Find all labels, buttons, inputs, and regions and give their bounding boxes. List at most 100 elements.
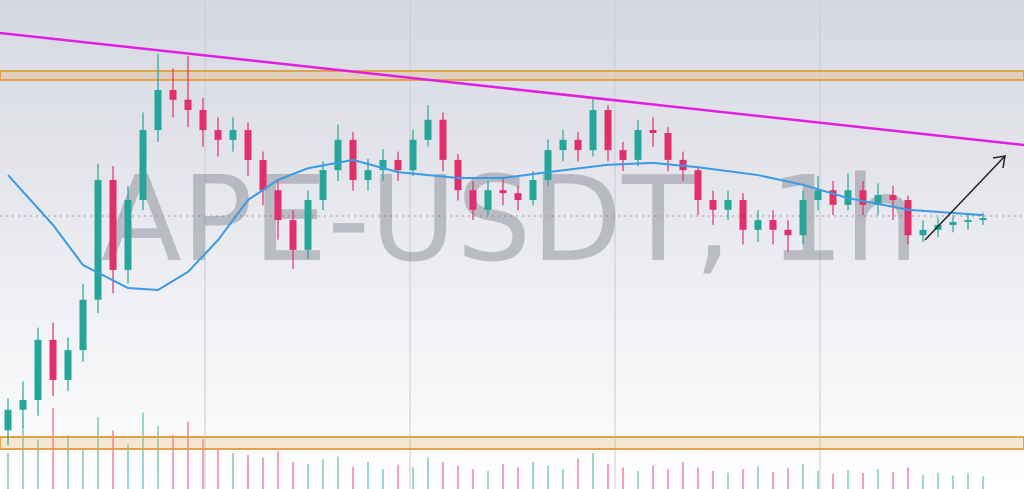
candle-body (304, 200, 312, 250)
volume-layer (7, 408, 984, 489)
candle-body (739, 200, 747, 230)
volume-bar (712, 471, 714, 489)
volume-bar (517, 467, 519, 489)
volume-bar (472, 469, 474, 489)
candle-body (619, 150, 627, 160)
candle-body (874, 195, 882, 205)
volume-bar (217, 448, 219, 489)
candle-body (169, 89, 177, 100)
volume-bar (787, 468, 789, 489)
volume-bar (742, 469, 744, 489)
volume-bar (937, 472, 939, 489)
volume-bar (277, 451, 279, 489)
candle-body (604, 110, 612, 151)
volume-bar (112, 430, 114, 489)
candle-body (589, 110, 597, 151)
moving-average-line (7, 158, 984, 291)
volume-bar (727, 472, 729, 489)
candle-body (769, 220, 777, 230)
candle-body (79, 299, 87, 351)
volume-bar (862, 472, 864, 489)
candle-body (439, 119, 447, 160)
candle-body (154, 89, 162, 131)
candle-body (214, 130, 222, 140)
candle-body (319, 170, 327, 201)
volume-bar (442, 462, 444, 489)
volume-bar (532, 462, 534, 489)
volume-bar (817, 471, 819, 489)
candle-body (4, 409, 12, 431)
candle-body (244, 130, 252, 160)
candle-body (19, 400, 27, 410)
candle-body (799, 200, 807, 236)
candle-body (889, 195, 897, 201)
candle-body (94, 179, 102, 300)
volume-bar (187, 421, 189, 489)
candle-body (814, 190, 822, 201)
volume-bar (457, 465, 459, 489)
volume-bar (757, 466, 759, 489)
volume-bar (607, 463, 609, 489)
volume-bar (7, 453, 9, 489)
volume-bar (562, 469, 564, 489)
candle-body (724, 200, 732, 210)
candle-body (124, 200, 132, 270)
volume-bar (487, 471, 489, 489)
watermark-title: APE-USDT, 1h (101, 150, 919, 288)
arrow-head (992, 155, 1006, 169)
candle-body (49, 339, 57, 380)
volume-bar (22, 426, 24, 489)
volume-bar (952, 475, 954, 489)
volume-bar (832, 473, 834, 489)
candle-body (289, 220, 297, 250)
candle-body (649, 130, 657, 134)
volume-bar (157, 426, 159, 489)
volume-bar (397, 464, 399, 489)
volume-bar (142, 412, 144, 489)
volume-bar (622, 467, 624, 489)
volume-bar (682, 462, 684, 489)
candle-body (424, 119, 432, 140)
candle-body (334, 139, 342, 171)
candle-body (394, 159, 402, 171)
volume-bar (262, 457, 264, 489)
resistance-zone (0, 70, 1024, 81)
volume-bar (502, 463, 504, 489)
candle-body (664, 133, 672, 160)
vertical-grid (204, 0, 821, 489)
volume-bar (352, 466, 354, 489)
candle-body (829, 190, 837, 205)
trend-line (0, 31, 1024, 147)
candle-body (379, 159, 387, 171)
volume-bar (652, 465, 654, 489)
volume-bar (982, 476, 984, 489)
candle-body (784, 229, 792, 236)
volume-bar (427, 457, 429, 489)
volume-bar (577, 458, 579, 489)
candle-body (454, 159, 462, 191)
candle-body (559, 139, 567, 151)
volume-bar (847, 470, 849, 489)
volume-bar (412, 467, 414, 489)
volume-bar (127, 444, 129, 489)
support-zone (0, 436, 1024, 450)
volume-bar (667, 469, 669, 489)
candle-body (139, 130, 147, 201)
candle-body (544, 150, 552, 180)
volume-bar (337, 456, 339, 489)
volume-bar (172, 435, 174, 489)
volume-bar (307, 463, 309, 489)
candle-body (499, 190, 507, 194)
ma-layer (7, 158, 984, 291)
candle-body (964, 220, 972, 223)
candle-body (364, 170, 372, 180)
candle-body (574, 139, 582, 151)
volume-bar (967, 473, 969, 489)
candle-body (529, 179, 537, 201)
candle-body (184, 99, 192, 111)
volume-bar (697, 467, 699, 489)
candle-body (199, 110, 207, 131)
